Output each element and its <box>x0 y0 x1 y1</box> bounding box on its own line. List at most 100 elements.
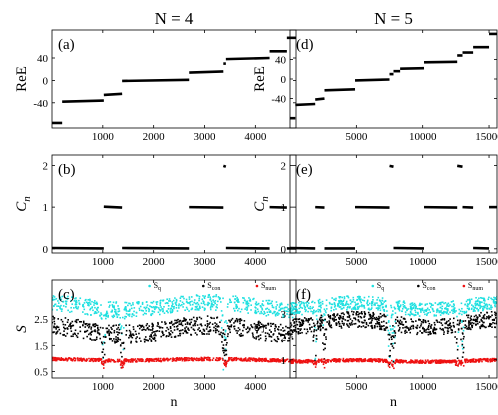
data-point <box>86 329 89 332</box>
data-point <box>153 360 156 362</box>
data-point <box>114 312 117 314</box>
data-point <box>292 329 295 331</box>
data-point <box>369 315 372 318</box>
data-point <box>113 314 115 317</box>
data-point <box>362 358 365 361</box>
data-point <box>392 310 394 312</box>
data-point <box>322 324 325 326</box>
data-point <box>104 359 107 362</box>
y-tick-label: 2 <box>281 332 287 344</box>
data-point <box>240 332 242 335</box>
data-point <box>456 338 458 340</box>
data-point <box>409 362 412 364</box>
data-point <box>248 357 251 359</box>
data-point <box>148 310 150 313</box>
data-point <box>235 356 238 359</box>
y-tick-label: 3 <box>281 309 287 321</box>
data-point <box>295 307 298 310</box>
data-point <box>321 322 323 324</box>
data-point <box>275 313 278 315</box>
data-point <box>246 303 249 306</box>
data-point <box>78 302 81 304</box>
data-point <box>239 322 241 325</box>
data-point <box>357 315 360 318</box>
data-point <box>255 360 257 363</box>
data-point <box>390 329 392 331</box>
data-point <box>105 317 107 320</box>
data-point <box>250 309 252 311</box>
data-point <box>182 303 185 305</box>
data-point <box>227 303 229 305</box>
data-point <box>159 301 162 304</box>
data-point <box>267 299 270 302</box>
data-point <box>299 323 301 326</box>
data-point <box>71 303 74 305</box>
data-point <box>82 322 85 324</box>
data-point <box>324 360 326 363</box>
data-point <box>359 295 361 298</box>
data-point <box>149 305 151 307</box>
data-point <box>327 315 330 318</box>
data-point <box>223 339 226 341</box>
data-point <box>239 318 241 321</box>
data-point <box>495 322 497 325</box>
data-point <box>429 361 431 364</box>
data-point <box>472 358 474 360</box>
data-point <box>239 320 241 323</box>
data-point <box>310 310 312 313</box>
data-point <box>290 309 291 312</box>
data-point <box>207 301 209 304</box>
data-point <box>102 367 105 369</box>
data-point <box>115 338 117 341</box>
data-point <box>307 319 310 322</box>
data-point <box>218 359 221 361</box>
data-point <box>446 320 448 323</box>
data-point <box>222 329 225 331</box>
data-point <box>101 361 103 363</box>
legend-entry: Snum <box>261 281 276 292</box>
data-point <box>117 326 120 329</box>
data-point <box>220 331 222 334</box>
data-point <box>195 357 198 359</box>
data-point <box>148 325 151 327</box>
data-point <box>150 358 152 360</box>
data-point <box>299 332 302 334</box>
data-point <box>334 303 336 306</box>
data-point <box>247 327 249 329</box>
data-point <box>377 323 380 325</box>
data-point <box>184 327 186 330</box>
data-point <box>225 365 227 368</box>
data-point <box>53 359 56 361</box>
data-point <box>484 300 486 302</box>
data-point <box>492 359 495 361</box>
data-point <box>369 358 371 360</box>
data-point <box>371 326 373 329</box>
data-point <box>312 363 315 366</box>
data-point <box>188 329 190 331</box>
data-point <box>72 335 74 338</box>
data-point <box>478 360 480 362</box>
data-point <box>225 320 227 322</box>
data-point <box>354 304 357 307</box>
data-point <box>125 312 128 315</box>
data-point <box>274 311 276 313</box>
data-point <box>273 311 275 314</box>
data-point <box>221 347 224 349</box>
data-point <box>321 360 323 363</box>
data-point <box>178 321 180 323</box>
data-point <box>352 311 355 313</box>
data-point <box>412 307 414 309</box>
data-point <box>450 329 453 331</box>
data-point <box>483 316 485 319</box>
data-point <box>336 314 338 317</box>
data-point <box>216 316 219 319</box>
data-point <box>449 327 452 329</box>
data-point <box>306 301 309 303</box>
data-point <box>292 306 295 309</box>
data-point <box>404 332 406 334</box>
data-point <box>153 311 156 313</box>
data-point <box>479 307 481 310</box>
data-point <box>371 300 374 303</box>
data-point <box>465 325 468 328</box>
data-point <box>318 305 321 307</box>
